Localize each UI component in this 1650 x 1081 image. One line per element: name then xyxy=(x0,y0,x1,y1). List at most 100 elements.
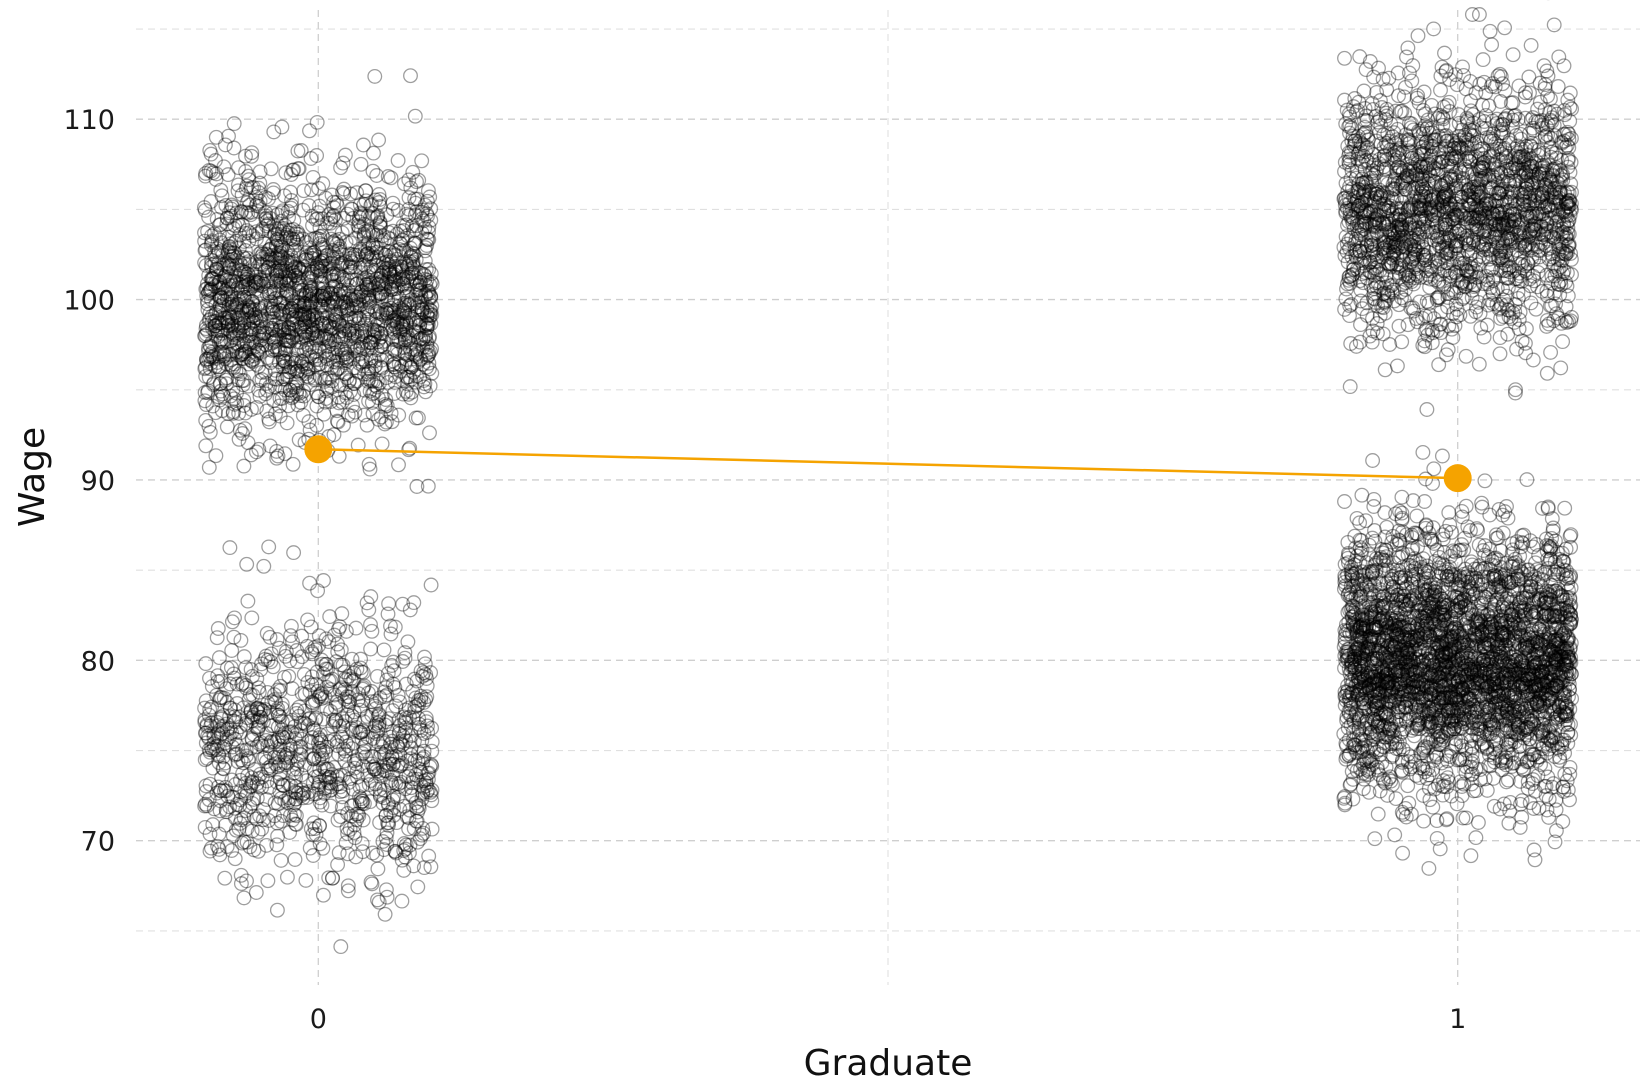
data-point xyxy=(339,300,355,316)
data-point xyxy=(330,812,346,828)
data-point xyxy=(1434,59,1450,75)
data-point xyxy=(268,238,284,254)
data-point xyxy=(405,254,421,270)
data-point xyxy=(1415,444,1431,460)
data-point xyxy=(266,283,282,299)
data-point xyxy=(208,171,224,187)
data-point xyxy=(299,368,315,384)
data-point xyxy=(1438,347,1454,363)
data-point xyxy=(270,282,286,298)
data-point xyxy=(371,195,387,210)
data-point xyxy=(361,307,377,323)
data-point xyxy=(309,114,325,130)
data-point xyxy=(275,350,291,366)
data-point xyxy=(332,282,348,298)
data-point xyxy=(349,299,365,315)
data-point xyxy=(408,252,424,268)
data-point xyxy=(374,306,390,322)
data-point xyxy=(254,286,270,302)
data-point xyxy=(377,398,393,414)
data-point xyxy=(338,346,354,362)
data-point xyxy=(334,606,350,622)
data-point xyxy=(298,872,314,888)
data-point xyxy=(309,398,325,414)
data-point xyxy=(368,239,384,255)
data-point xyxy=(365,237,381,253)
data-point xyxy=(322,370,337,386)
data-point xyxy=(354,208,370,224)
data-point xyxy=(235,249,251,265)
data-point xyxy=(269,268,285,284)
data-point xyxy=(334,347,350,363)
data-point xyxy=(395,302,410,318)
data-point xyxy=(370,390,386,406)
data-point xyxy=(315,281,331,297)
data-point xyxy=(323,211,339,227)
data-point xyxy=(216,293,232,309)
data-point xyxy=(225,382,241,398)
data-point xyxy=(349,373,365,389)
data-point xyxy=(229,385,244,401)
data-point xyxy=(334,184,350,200)
data-point xyxy=(252,246,268,262)
data-point xyxy=(403,336,419,351)
data-point xyxy=(403,180,419,196)
data-point xyxy=(239,178,255,194)
data-point xyxy=(329,195,344,210)
data-point xyxy=(353,244,369,260)
data-point xyxy=(278,342,294,358)
data-point xyxy=(344,255,360,271)
data-point xyxy=(412,295,428,310)
data-point xyxy=(266,124,282,140)
data-point xyxy=(204,259,220,275)
data-point xyxy=(337,385,353,401)
data-point xyxy=(211,334,227,350)
data-point xyxy=(198,412,214,428)
data-point xyxy=(298,359,314,375)
data-point xyxy=(388,281,404,297)
data-point xyxy=(381,225,397,240)
data-point xyxy=(395,321,411,337)
data-point xyxy=(309,348,325,364)
data-point xyxy=(394,893,410,909)
data-point xyxy=(214,297,230,313)
data-point xyxy=(203,346,219,362)
data-point xyxy=(200,323,215,339)
data-point xyxy=(232,227,248,243)
data-point xyxy=(358,247,374,263)
data-point xyxy=(335,155,351,171)
data-point xyxy=(211,316,227,331)
data-point xyxy=(329,309,344,325)
data-point xyxy=(363,641,379,657)
data-point xyxy=(310,261,326,277)
data-point xyxy=(204,252,220,268)
data-point xyxy=(378,276,394,292)
data-point xyxy=(262,301,278,317)
data-point xyxy=(214,290,230,306)
data-point xyxy=(333,939,349,955)
data-point xyxy=(258,792,274,807)
data-point xyxy=(273,305,289,321)
data-point xyxy=(402,276,418,292)
data-point xyxy=(1518,345,1534,361)
data-point xyxy=(280,267,296,283)
data-point xyxy=(313,298,328,314)
data-point xyxy=(351,214,367,230)
data-point xyxy=(1553,360,1569,376)
data-point xyxy=(350,437,366,453)
data-point xyxy=(239,556,255,572)
data-point xyxy=(251,441,267,457)
data-point xyxy=(231,363,246,379)
data-point xyxy=(405,245,421,261)
data-point xyxy=(339,349,355,365)
data-point xyxy=(278,285,294,301)
data-point xyxy=(412,275,428,291)
data-point xyxy=(208,129,224,145)
data-point xyxy=(304,232,320,247)
data-point xyxy=(337,286,353,302)
data-point xyxy=(285,255,301,271)
data-point xyxy=(198,656,214,672)
data-point xyxy=(369,168,385,183)
data-point xyxy=(244,145,260,161)
data-point xyxy=(198,352,214,368)
